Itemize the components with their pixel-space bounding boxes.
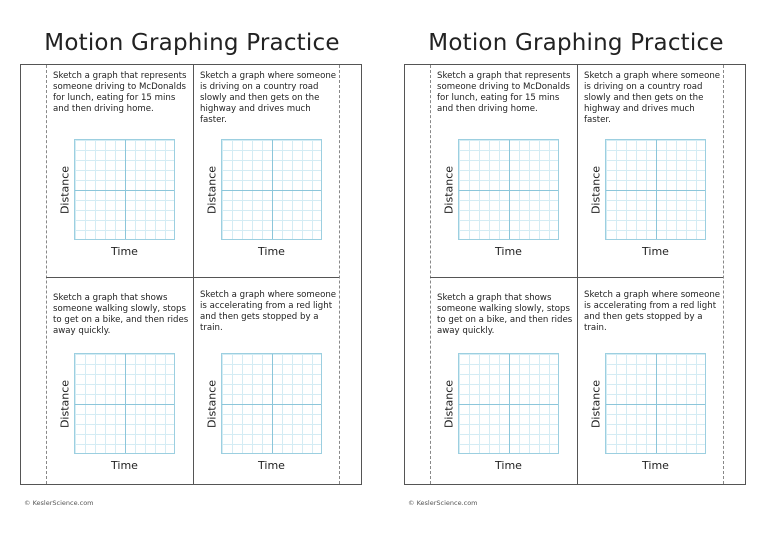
page-title: Motion Graphing Practice bbox=[428, 30, 724, 56]
prompt-cell-4: Sketch a graph where someone is accelera… bbox=[578, 278, 724, 490]
x-axis-label: Time bbox=[258, 459, 285, 472]
page-title: Motion Graphing Practice bbox=[44, 30, 340, 56]
fold-line-left bbox=[430, 65, 431, 484]
prompt-text: Sketch a graph that shows someone walkin… bbox=[53, 293, 189, 336]
y-axis-label: Distance bbox=[205, 379, 219, 428]
prompt-text: Sketch a graph where someone is accelera… bbox=[584, 290, 721, 333]
y-axis-label: Distance bbox=[589, 379, 603, 428]
fold-line-left bbox=[46, 65, 47, 484]
prompt-text: Sketch a graph that represents someone d… bbox=[437, 71, 571, 114]
y-axis-label: Distance bbox=[205, 165, 219, 214]
foldable-card: Sketch a graph that represents someone d… bbox=[20, 64, 362, 485]
horizontal-divider bbox=[46, 277, 339, 278]
prompt-text: Sketch a graph where someone is accelera… bbox=[200, 290, 337, 333]
prompt-text: Sketch a graph where someone is driving … bbox=[584, 71, 721, 125]
x-axis-label: Time bbox=[642, 245, 669, 258]
graph-grid[interactable] bbox=[605, 353, 706, 454]
prompt-cell-4: Sketch a graph where someone is accelera… bbox=[194, 278, 340, 490]
x-axis-label: Time bbox=[642, 459, 669, 472]
graph-grid[interactable] bbox=[458, 353, 559, 454]
prompt-text: Sketch a graph that represents someone d… bbox=[53, 71, 187, 114]
y-axis-label: Distance bbox=[58, 165, 72, 214]
prompt-cell-1: Sketch a graph that represents someone d… bbox=[431, 65, 577, 277]
fold-line-right bbox=[723, 65, 724, 484]
prompt-cell-2: Sketch a graph where someone is driving … bbox=[578, 65, 724, 277]
horizontal-divider bbox=[430, 277, 723, 278]
x-axis-label: Time bbox=[258, 245, 285, 258]
graph-grid[interactable] bbox=[74, 139, 175, 240]
graph-grid[interactable] bbox=[458, 139, 559, 240]
x-axis-label: Time bbox=[495, 459, 522, 472]
graph-grid[interactable] bbox=[74, 353, 175, 454]
prompt-cell-3: Sketch a graph that shows someone walkin… bbox=[47, 278, 193, 490]
worksheet-left: Motion Graphing Practice Sketch a graph … bbox=[20, 30, 362, 507]
vertical-divider bbox=[193, 65, 194, 484]
y-axis-label: Distance bbox=[442, 165, 456, 214]
prompt-cell-2: Sketch a graph where someone is driving … bbox=[194, 65, 340, 277]
x-axis-label: Time bbox=[111, 459, 138, 472]
graph-grid[interactable] bbox=[605, 139, 706, 240]
foldable-card: Sketch a graph that represents someone d… bbox=[404, 64, 746, 485]
vertical-divider bbox=[577, 65, 578, 484]
x-axis-label: Time bbox=[495, 245, 522, 258]
prompt-cell-1: Sketch a graph that represents someone d… bbox=[47, 65, 193, 277]
prompt-text: Sketch a graph where someone is driving … bbox=[200, 71, 337, 125]
copyright-footer: © KeslerScience.com bbox=[408, 499, 478, 507]
graph-grid[interactable] bbox=[221, 139, 322, 240]
graph-grid[interactable] bbox=[221, 353, 322, 454]
prompt-text: Sketch a graph that shows someone walkin… bbox=[437, 293, 573, 336]
worksheet-right: Motion Graphing Practice Sketch a graph … bbox=[384, 0, 768, 543]
y-axis-label: Distance bbox=[589, 165, 603, 214]
x-axis-label: Time bbox=[111, 245, 138, 258]
fold-line-right bbox=[339, 65, 340, 484]
y-axis-label: Distance bbox=[442, 379, 456, 428]
y-axis-label: Distance bbox=[58, 379, 72, 428]
prompt-cell-3: Sketch a graph that shows someone walkin… bbox=[431, 278, 577, 490]
copyright-footer: © KeslerScience.com bbox=[24, 499, 94, 507]
